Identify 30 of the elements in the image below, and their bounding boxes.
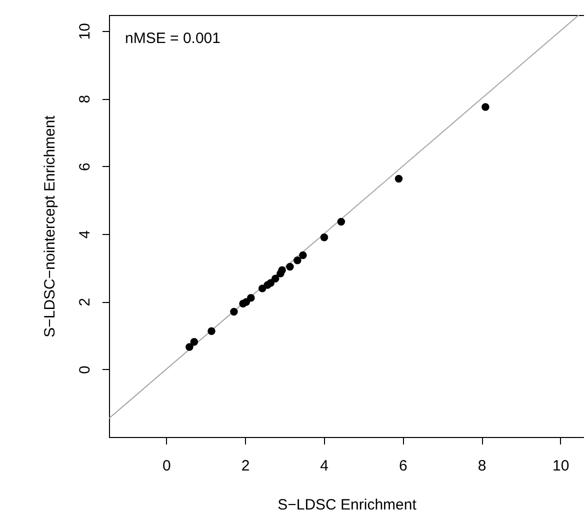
x-tick-label: 4 — [320, 458, 329, 474]
point — [266, 279, 274, 287]
point — [482, 103, 490, 111]
point — [247, 294, 255, 302]
y-axis-title: S−LDSC−nointercept Enrichment — [42, 114, 58, 338]
point — [186, 343, 194, 351]
annotation: nMSE = 0.001 — [125, 30, 220, 47]
x-tick-label: 0 — [162, 458, 171, 474]
x-tick-label: 6 — [399, 458, 408, 474]
point — [230, 308, 238, 316]
point — [190, 338, 198, 346]
y-tick-label: 2 — [76, 298, 94, 306]
point — [271, 274, 280, 282]
point — [294, 256, 302, 264]
y-tick-label: 8 — [76, 94, 94, 104]
point — [320, 233, 328, 242]
y-tick-label: 10 — [76, 23, 94, 40]
x-tick-label: 8 — [478, 458, 486, 474]
y-tick-label: 4 — [76, 230, 94, 239]
point — [299, 251, 307, 260]
point — [394, 174, 403, 183]
y-tick-label: 6 — [76, 162, 94, 171]
point — [208, 327, 216, 335]
point — [286, 262, 294, 271]
point — [278, 266, 286, 274]
x-axis-title: S−LDSC Enrichment — [278, 496, 418, 514]
x-tick-label: 2 — [241, 458, 250, 474]
x-tick-label: 10 — [552, 458, 570, 474]
point — [337, 218, 346, 226]
y-tick-label: 0 — [76, 366, 94, 374]
